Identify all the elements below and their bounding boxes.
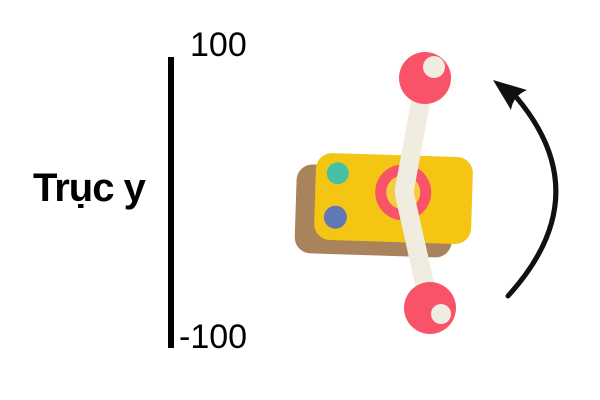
ball-bottom-highlight xyxy=(431,304,451,324)
stick-ball-bottom xyxy=(404,282,456,334)
rotation-arrow-icon xyxy=(493,80,559,299)
y-axis-min-label: -100 xyxy=(179,318,248,356)
blue-button xyxy=(323,205,347,229)
joystick-base xyxy=(294,153,473,258)
ball-top-highlight xyxy=(423,56,445,78)
y-axis-title: Trục y xyxy=(33,166,146,210)
stick-ball-top xyxy=(399,52,451,104)
joystick-stick xyxy=(394,68,440,318)
y-axis-line xyxy=(168,57,174,348)
y-axis-max-label: 100 xyxy=(190,26,247,64)
teal-button xyxy=(326,162,349,185)
